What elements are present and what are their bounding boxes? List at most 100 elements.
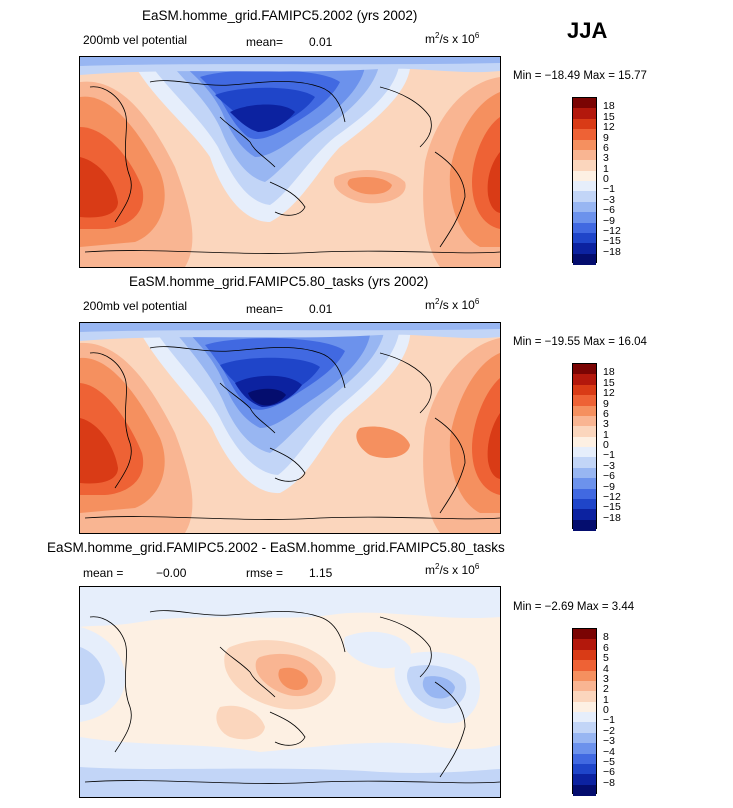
colorbar-tick-label: 1 (603, 428, 609, 441)
colorbar-tick-label: 18 (603, 100, 615, 113)
colorbar-tick-label: −12 (603, 490, 621, 503)
colorbar-tick-label: −6 (603, 204, 615, 217)
colorbar-tick-label: 4 (603, 662, 609, 675)
colorbar-tick-label: −8 (603, 776, 615, 789)
colorbar-segment (573, 170, 596, 182)
panel3-rmse-label: rmse = (246, 566, 284, 580)
colorbar-tick-label: 1 (603, 162, 609, 175)
colorbar-segment (573, 243, 596, 255)
colorbar-segment (573, 660, 596, 671)
colorbar-tick-label: 5 (603, 652, 609, 665)
colorbar-segment (573, 763, 596, 775)
colorbar-tick-label: 1 (603, 693, 609, 706)
colorbar-segment (573, 498, 596, 510)
colorbar-tick-label: 0 (603, 173, 609, 185)
colorbar-tick-label: −15 (603, 235, 621, 248)
colorbar-segment (573, 118, 596, 130)
colorbar-tick-label: −9 (603, 480, 615, 493)
colorbar-tick-label: 6 (603, 407, 609, 420)
colorbar-tick-label: 12 (603, 121, 615, 134)
panel2-mean-value: 0.01 (309, 302, 333, 316)
colorbar-segment (573, 181, 596, 192)
colorbar-tick-label: 3 (603, 152, 609, 165)
colorbar-segment (573, 478, 596, 489)
panel1-minmax: Min = −18.49 Max = 15.77 (513, 70, 647, 82)
colorbar-tick-label: −1 (603, 183, 615, 196)
panel2-title: EaSM.homme_grid.FAMIPC5.80_tasks (yrs 20… (129, 274, 429, 289)
colorbar-segment (573, 384, 596, 396)
panel3-rmse-value: 1.15 (309, 566, 333, 580)
colorbar-segment (573, 98, 596, 109)
colorbar-segment (573, 774, 596, 786)
colorbar-tick-label: −3 (603, 193, 615, 206)
colorbar-tick-label: −18 (603, 245, 621, 258)
colorbar-segment (573, 639, 596, 651)
colorbar-segment (573, 201, 596, 213)
panel1-colorbar-box (572, 97, 597, 265)
panel3-units: m2/s x 106 (425, 562, 480, 578)
colorbar-tick-label: 15 (603, 376, 615, 389)
colorbar-segment (573, 108, 596, 120)
colorbar-segment (573, 701, 596, 713)
colorbar-tick-label: 0 (603, 439, 609, 451)
colorbar-segment (573, 712, 596, 723)
colorbar-tick-label: −9 (603, 214, 615, 227)
colorbar-segment (573, 253, 596, 265)
colorbar-segment (573, 139, 596, 151)
colorbar-tick-label: 8 (603, 631, 609, 644)
panel3-colorbar: 8 6 5 4 3 2 1 0 −1 −2 −3 −4 −5 −6 −8 (572, 628, 632, 796)
panel2-colorbar: 18 15 12 9 6 3 1 0 −1 −3 −6 −9 −12 −15 −18 (572, 363, 632, 531)
colorbar-tick-label: 6 (603, 141, 609, 154)
colorbar-tick-label: −3 (603, 735, 615, 748)
colorbar-segment (573, 447, 596, 458)
colorbar-tick-label: 12 (603, 387, 615, 400)
colorbar-tick-label: −5 (603, 755, 615, 768)
panel3-mean-value: −0.00 (156, 566, 187, 580)
colorbar-tick-label: 0 (603, 704, 609, 716)
panel3-mean-label: mean = (83, 566, 124, 580)
colorbar-tick-label: 9 (603, 131, 609, 144)
colorbar-segment (573, 680, 596, 692)
panel1-field-label: 200mb vel potential (83, 33, 188, 47)
colorbar-tick-label: −4 (603, 745, 615, 758)
colorbar-segment (573, 374, 596, 386)
colorbar-tick-label: −6 (603, 766, 615, 779)
colorbar-tick-label: −18 (603, 511, 621, 524)
colorbar-segment (573, 222, 596, 234)
colorbar-segment (573, 509, 596, 521)
colorbar-segment (573, 191, 596, 203)
panel3-minmax: Min = −2.69 Max = 3.44 (513, 601, 635, 613)
colorbar-segment (573, 160, 596, 172)
colorbar-tick-label: 9 (603, 397, 609, 410)
colorbar-tick-label: 6 (603, 641, 609, 654)
colorbar-segment (573, 415, 596, 427)
colorbar-segment (573, 436, 596, 448)
colorbar-segment (573, 753, 596, 765)
panel1-map (79, 56, 501, 268)
colorbar-segment (573, 649, 596, 661)
panel2-colorbar-box (572, 363, 597, 531)
colorbar-segment (573, 784, 596, 796)
colorbar-segment (573, 149, 596, 161)
colorbar-tick-label: 2 (603, 683, 609, 696)
colorbar-segment (573, 743, 596, 754)
panel2-units: m2/s x 106 (425, 297, 480, 313)
panel2-minmax: Min = −19.55 Max = 16.04 (513, 336, 647, 348)
colorbar-tick-label: −1 (603, 714, 615, 727)
colorbar-segment (573, 405, 596, 417)
panel1-mean-label: mean= (246, 35, 284, 49)
colorbar-tick-label: −1 (603, 449, 615, 462)
panel3-colorbar-box (572, 628, 597, 796)
panel1-title: EaSM.homme_grid.FAMIPC5.2002 (yrs 2002) (142, 8, 418, 23)
colorbar-segment (573, 722, 596, 734)
colorbar-segment (573, 395, 596, 406)
colorbar-tick-label: −12 (603, 224, 621, 237)
colorbar-tick-label: −15 (603, 501, 621, 514)
colorbar-segment (573, 426, 596, 438)
panel2-mean-label: mean= (246, 302, 284, 316)
colorbar-segment (573, 457, 596, 469)
panel3-title: EaSM.homme_grid.FAMIPC5.2002 - EaSM.homm… (47, 540, 505, 555)
colorbar-tick-label: −3 (603, 459, 615, 472)
colorbar-tick-label: 15 (603, 110, 615, 123)
colorbar-segment (573, 691, 596, 703)
